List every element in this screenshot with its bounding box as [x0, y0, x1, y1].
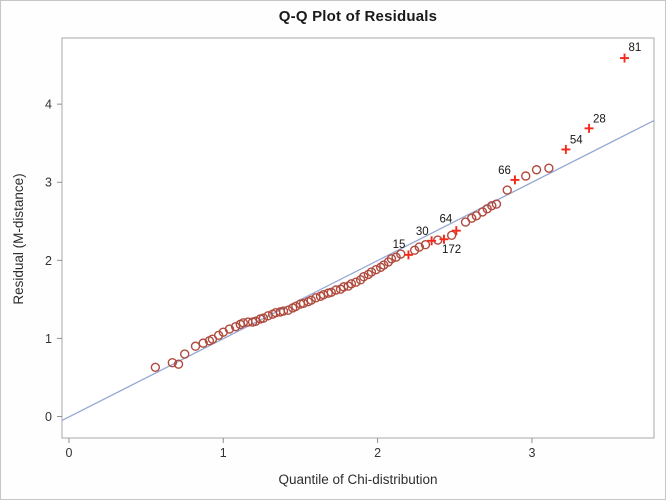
- data-point-circle: [482, 204, 492, 214]
- data-point-circle: [190, 341, 201, 351]
- data-point-circle: [338, 282, 349, 292]
- data-point-label: 172: [442, 244, 461, 256]
- x-tick-label: 1: [220, 446, 227, 460]
- data-point-circle: [366, 267, 377, 277]
- reference-line: [61, 119, 655, 422]
- x-tick-label: 0: [65, 446, 72, 460]
- data-point-circle: [477, 207, 488, 217]
- data-point-circle: [521, 171, 531, 181]
- data-point-circle: [409, 245, 420, 255]
- data-point-circle: [298, 298, 309, 308]
- y-tick-label: 1: [45, 332, 52, 346]
- x-tick-label: 2: [374, 446, 381, 460]
- x-axis-title: Quantile of Chi-distribution: [278, 472, 438, 487]
- data-point-circle: [544, 163, 554, 173]
- data-point-circle: [150, 362, 161, 373]
- data-point-circle: [355, 275, 366, 285]
- data-point-circle: [386, 254, 397, 264]
- data-point-circle: [198, 338, 208, 348]
- data-point-circle: [167, 357, 178, 368]
- data-point-circle: [283, 305, 293, 316]
- data-point-circle: [420, 240, 431, 250]
- data-point-circle: [502, 185, 512, 195]
- data-point-circle: [383, 257, 394, 267]
- data-point-circle: [258, 313, 269, 323]
- data-point-circle: [491, 199, 502, 209]
- data-point-circle: [278, 306, 289, 316]
- data-point-circle: [487, 200, 497, 211]
- data-point-label: 54: [570, 134, 583, 146]
- data-point-circle: [173, 359, 184, 369]
- data-point-circle: [414, 242, 424, 252]
- data-point-circle: [391, 252, 401, 262]
- data-point-circle: [446, 230, 457, 241]
- data-point-circle: [306, 295, 316, 305]
- data-point-circle: [291, 301, 301, 312]
- data-point-circle: [238, 318, 249, 328]
- data-point-circle: [359, 272, 369, 282]
- data-point-label: 28: [593, 113, 606, 125]
- data-point-label: 30: [416, 226, 429, 238]
- chart-title: Q-Q Plot of Residuals: [278, 8, 438, 25]
- data-point-circle: [213, 330, 224, 341]
- data-point-circle: [531, 165, 542, 175]
- data-point-circle: [467, 213, 477, 223]
- y-tick-label: 4: [45, 98, 52, 112]
- data-point-label: 81: [629, 42, 642, 54]
- data-point-circle: [263, 311, 273, 321]
- data-point-circle: [351, 277, 361, 287]
- data-point-circle: [224, 324, 235, 334]
- data-point-circle: [331, 285, 341, 295]
- data-point-label: 64: [440, 214, 453, 226]
- y-tick-label: 0: [45, 410, 52, 424]
- data-point-circle: [230, 322, 241, 332]
- data-point-circle: [379, 260, 389, 270]
- y-tick-label: 2: [45, 254, 52, 268]
- data-point-circle: [326, 287, 337, 298]
- data-point-circle: [346, 279, 357, 289]
- data-point-circle: [311, 293, 321, 303]
- data-point-label: 66: [498, 165, 511, 177]
- data-point-circle: [250, 316, 261, 326]
- y-tick-label: 3: [45, 176, 52, 190]
- x-tick-label: 3: [528, 446, 535, 460]
- data-point-circle: [371, 265, 381, 275]
- plot-area-frame: [61, 37, 655, 439]
- data-point-label: 15: [393, 239, 406, 251]
- data-point-circle: [179, 349, 190, 359]
